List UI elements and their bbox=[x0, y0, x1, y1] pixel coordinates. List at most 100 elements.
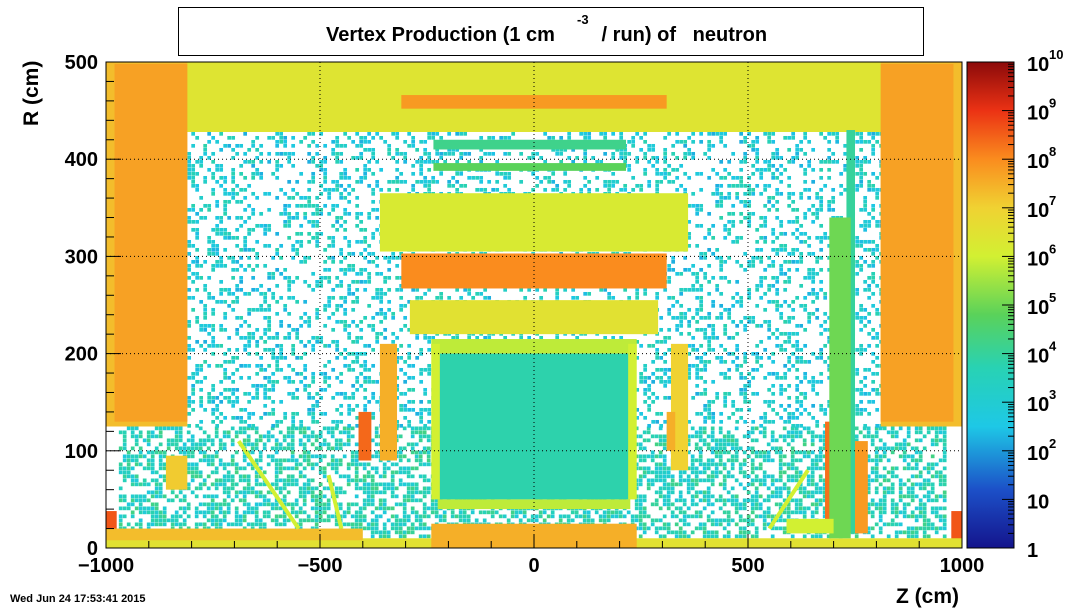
noise-cell bbox=[706, 494, 711, 499]
noise-cell bbox=[894, 442, 899, 447]
noise-cell bbox=[247, 183, 252, 188]
noise-cell bbox=[190, 490, 195, 495]
noise-cell bbox=[422, 486, 427, 491]
noise-cell bbox=[191, 203, 196, 208]
noise-cell bbox=[698, 426, 703, 431]
noise-cell bbox=[290, 446, 295, 451]
noise-cell bbox=[234, 490, 239, 495]
noise-cell bbox=[214, 502, 219, 507]
noise-cell bbox=[422, 474, 427, 479]
noise-cell bbox=[339, 215, 344, 220]
noise-cell bbox=[178, 490, 183, 495]
noise-cell bbox=[778, 474, 783, 479]
noise-cell bbox=[638, 498, 643, 503]
noise-cell bbox=[303, 375, 308, 380]
noise-cell bbox=[219, 259, 224, 264]
noise-cell bbox=[710, 430, 715, 435]
noise-cell bbox=[270, 454, 275, 459]
noise-cell bbox=[206, 486, 211, 491]
noise-cell bbox=[326, 514, 331, 519]
noise-cell bbox=[194, 510, 199, 515]
noise-cell bbox=[203, 407, 208, 412]
noise-cell bbox=[355, 375, 360, 380]
noise-cell bbox=[230, 498, 235, 503]
noise-cell bbox=[267, 287, 272, 292]
noise-cell bbox=[254, 482, 259, 487]
noise-cell bbox=[222, 518, 227, 523]
noise-cell bbox=[215, 263, 220, 268]
noise-cell bbox=[395, 263, 400, 268]
noise-cell bbox=[910, 446, 915, 451]
noise-cell bbox=[399, 391, 404, 396]
noise-cell bbox=[382, 466, 387, 471]
noise-cell bbox=[422, 494, 427, 499]
noise-cell bbox=[930, 474, 935, 479]
noise-cell bbox=[402, 534, 407, 539]
noise-cell bbox=[686, 486, 691, 491]
noise-cell bbox=[311, 347, 316, 352]
noise-cell bbox=[387, 287, 392, 292]
noise-cell bbox=[355, 295, 360, 300]
noise-cell bbox=[271, 295, 276, 300]
noise-cell bbox=[298, 430, 303, 435]
noise-cell bbox=[910, 514, 915, 519]
noise-cell bbox=[339, 259, 344, 264]
noise-cell bbox=[726, 518, 731, 523]
noise-cell bbox=[934, 506, 939, 511]
noise-cell bbox=[419, 347, 424, 352]
noise-cell bbox=[211, 175, 216, 180]
noise-cell bbox=[930, 438, 935, 443]
noise-cell bbox=[390, 482, 395, 487]
noise-cell bbox=[403, 155, 408, 160]
noise-cell bbox=[331, 259, 336, 264]
noise-cell bbox=[223, 143, 228, 148]
noise-cell bbox=[279, 243, 284, 248]
noise-cell bbox=[379, 271, 384, 276]
noise-cell bbox=[434, 506, 439, 511]
noise-cell bbox=[267, 335, 272, 340]
noise-cell bbox=[322, 474, 327, 479]
noise-cell bbox=[742, 506, 747, 511]
noise-cell bbox=[326, 518, 331, 523]
noise-cell bbox=[411, 187, 416, 192]
noise-cell bbox=[618, 510, 623, 515]
noise-cell bbox=[235, 347, 240, 352]
noise-cell bbox=[230, 478, 235, 483]
noise-cell bbox=[439, 171, 444, 176]
noise-cell bbox=[942, 450, 947, 455]
noise-cell bbox=[346, 482, 351, 487]
noise-cell bbox=[150, 450, 155, 455]
noise-cell bbox=[295, 211, 300, 216]
noise-cell bbox=[858, 430, 863, 435]
noise-cell bbox=[766, 514, 771, 519]
noise-cell bbox=[307, 391, 312, 396]
noise-cell bbox=[295, 371, 300, 376]
noise-cell bbox=[714, 466, 719, 471]
noise-cell bbox=[315, 279, 320, 284]
noise-cell bbox=[391, 255, 396, 260]
noise-cell bbox=[874, 450, 879, 455]
noise-cell bbox=[126, 470, 131, 475]
noise-cell bbox=[146, 442, 151, 447]
noise-cell bbox=[146, 506, 151, 511]
noise-cell bbox=[878, 474, 883, 479]
noise-cell bbox=[810, 438, 815, 443]
noise-cell bbox=[690, 530, 695, 535]
noise-cell bbox=[362, 518, 367, 523]
noise-cell bbox=[387, 267, 392, 272]
noise-cell bbox=[314, 518, 319, 523]
noise-cell bbox=[426, 426, 431, 431]
noise-cell bbox=[930, 466, 935, 471]
noise-cell bbox=[306, 482, 311, 487]
noise-cell bbox=[255, 395, 260, 400]
noise-cell bbox=[427, 407, 432, 412]
noise-cell bbox=[394, 514, 399, 519]
noise-cell bbox=[894, 514, 899, 519]
noise-cell bbox=[266, 462, 271, 467]
noise-cell bbox=[203, 147, 208, 152]
noise-cell bbox=[882, 478, 887, 483]
noise-cell bbox=[434, 510, 439, 515]
noise-cell bbox=[295, 411, 300, 416]
noise-cell bbox=[367, 343, 372, 348]
